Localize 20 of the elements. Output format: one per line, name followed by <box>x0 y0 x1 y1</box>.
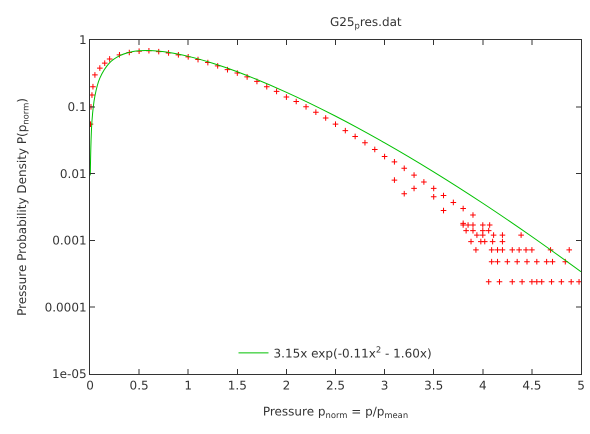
x-tick-label: 1 <box>184 378 192 392</box>
legend-label: 3.15x exp(-0.11x$^{2}$ - 1.60x) <box>274 344 432 360</box>
x-axis-title: Pressure p$_{norm}$ = p/p$_{mean}$ <box>262 404 408 420</box>
y-tick-label: 1e-05 <box>52 367 87 382</box>
x-tick-label: 3 <box>380 378 388 392</box>
chart-title: G25$_{p}$res.dat <box>330 14 402 30</box>
y-tick-label: 0.1 <box>68 100 87 114</box>
x-tick-label: 2 <box>282 378 290 392</box>
x-tick-label: 5 <box>577 378 585 392</box>
y-tick-label: 0.001 <box>52 234 87 248</box>
y-tick-label: 0.01 <box>60 166 87 181</box>
x-tick-label: 0 <box>86 378 94 392</box>
x-tick-label: 3.5 <box>424 378 444 392</box>
x-tick-label: 4 <box>478 378 487 392</box>
y-tick-label: 0.0001 <box>44 300 87 314</box>
x-tick-label: 4.5 <box>522 378 542 392</box>
x-tick-label: 1.5 <box>228 378 247 392</box>
y-tick-label: 1 <box>78 33 87 48</box>
x-tick-label: 0.5 <box>130 378 149 392</box>
x-tick-label: 2.5 <box>326 378 346 392</box>
